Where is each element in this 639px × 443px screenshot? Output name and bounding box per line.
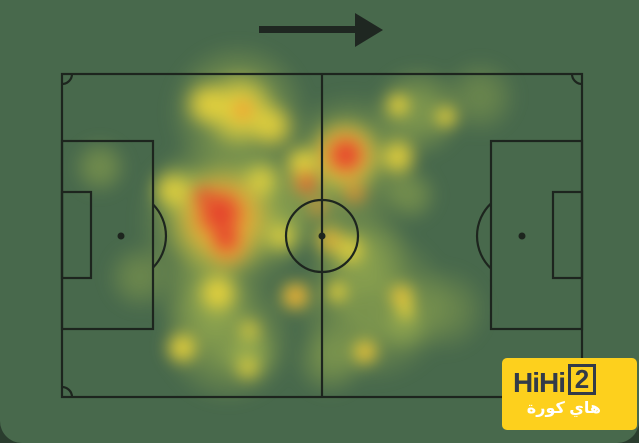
hihi2-watermark: HiHi 2 هاي كورة xyxy=(502,358,637,430)
center-spot xyxy=(318,232,326,240)
penalty-spot-left xyxy=(117,232,125,240)
heat-blob-yellow xyxy=(348,335,382,369)
goal-area-right xyxy=(551,190,584,280)
watermark-brand-text: HiHi xyxy=(513,367,566,398)
heat-blob-orange xyxy=(391,287,409,305)
attack-direction-arrow xyxy=(259,13,383,47)
heat-blob-red xyxy=(325,134,367,176)
watermark-tagline-arabic: هاي كورة xyxy=(526,400,601,417)
heat-blob-yellow xyxy=(235,315,265,345)
penalty-arc-left xyxy=(152,203,167,269)
heat-blob-yellow xyxy=(162,328,202,368)
heat-blob-red xyxy=(209,221,243,255)
football-pitch xyxy=(60,72,584,399)
corner-arc-top-left xyxy=(61,73,74,86)
arrow-head-icon xyxy=(355,13,383,47)
penalty-area-right xyxy=(489,139,584,331)
heat-blob-orange xyxy=(282,282,310,310)
arrow-shaft xyxy=(259,26,359,33)
watermark-brand-row: HiHi 2 xyxy=(513,364,601,398)
heat-blob-yellow xyxy=(382,89,414,121)
heat-blob-red xyxy=(189,182,217,210)
penalty-arc-right xyxy=(475,202,492,270)
heat-blob-wash xyxy=(104,241,176,313)
corner-arc-top-right xyxy=(570,73,583,86)
heat-blob-yellow xyxy=(393,298,419,324)
heat-blob-yellow xyxy=(431,102,461,132)
center-circle xyxy=(284,198,360,274)
heat-blob-orange xyxy=(357,343,375,361)
heat-blob-yellow xyxy=(264,219,300,255)
heat-blob-yellow xyxy=(322,277,352,307)
heat-blob-yellow xyxy=(310,220,350,260)
heat-blob-yellow xyxy=(232,352,264,384)
penalty-area-left xyxy=(60,139,155,331)
heat-blob-orange xyxy=(339,177,371,209)
heat-blob-red xyxy=(298,174,318,194)
corner-arc-bottom-left xyxy=(61,385,74,398)
penalty-spot-right xyxy=(518,232,526,240)
goal-area-left xyxy=(60,190,93,280)
heat-blob-yellow xyxy=(181,78,233,130)
watermark-boxed-2: 2 xyxy=(568,364,596,395)
heat-blob-wash xyxy=(70,137,130,197)
heat-blob-orange xyxy=(228,95,258,125)
